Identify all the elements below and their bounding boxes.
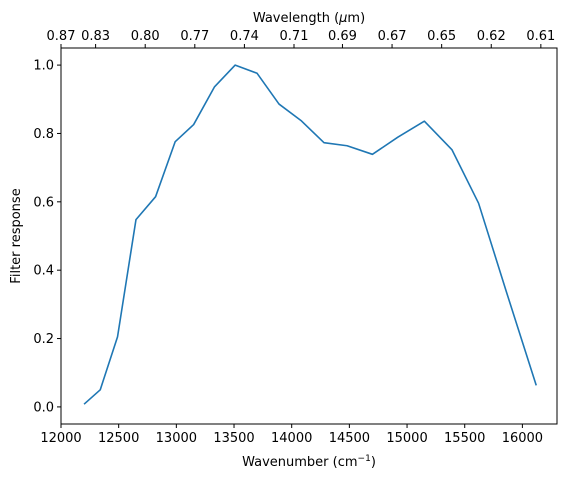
top-x-tick-label: 0.67 (378, 29, 407, 44)
x-tick-label: 15500 (444, 431, 485, 446)
y-tick-label: 1.0 (33, 59, 54, 74)
y-tick-label: 0.4 (33, 264, 54, 279)
x-tick-label: 12500 (98, 431, 139, 446)
top-x-tick-label: 0.61 (526, 29, 555, 44)
x-tick-label: 13000 (156, 431, 197, 446)
top-x-tick-label: 0.74 (230, 29, 259, 44)
x-axis-title: Wavenumber (cm−1) (242, 454, 376, 470)
x-tick-label: 14500 (329, 431, 370, 446)
top-x-tick-label: 0.65 (427, 29, 456, 44)
y-axis-title: Filter response (9, 188, 24, 283)
x-tick-label: 15000 (386, 431, 427, 446)
top-x-tick-label: 0.62 (477, 29, 506, 44)
x-tick-label: 13500 (213, 431, 254, 446)
y-tick-label: 0.6 (33, 195, 54, 210)
x-tick-label: 12000 (40, 431, 81, 446)
series-line (83, 64, 538, 405)
x-tick-label: 14000 (271, 431, 312, 446)
top-x-axis-title: Wavelength (μm) (253, 11, 365, 26)
top-x-tick-label: 0.87 (47, 29, 76, 44)
top-x-tick-label: 0.80 (131, 29, 160, 44)
top-x-tick-label: 0.77 (180, 29, 209, 44)
ticks-layer: 12000 12500 13000 13500 14000 14500 15000 15500… (33, 29, 555, 446)
top-x-tick-label: 0.69 (328, 29, 357, 44)
y-tick-label: 0.0 (33, 400, 54, 415)
x-tick-label: 16000 (502, 431, 543, 446)
series-layer (83, 64, 538, 405)
y-tick-label: 0.8 (33, 127, 54, 142)
y-tick-label: 0.2 (33, 332, 54, 347)
top-x-tick-label: 0.71 (280, 29, 309, 44)
plot-frame (60, 47, 558, 425)
top-x-tick-label: 0.83 (81, 29, 110, 44)
